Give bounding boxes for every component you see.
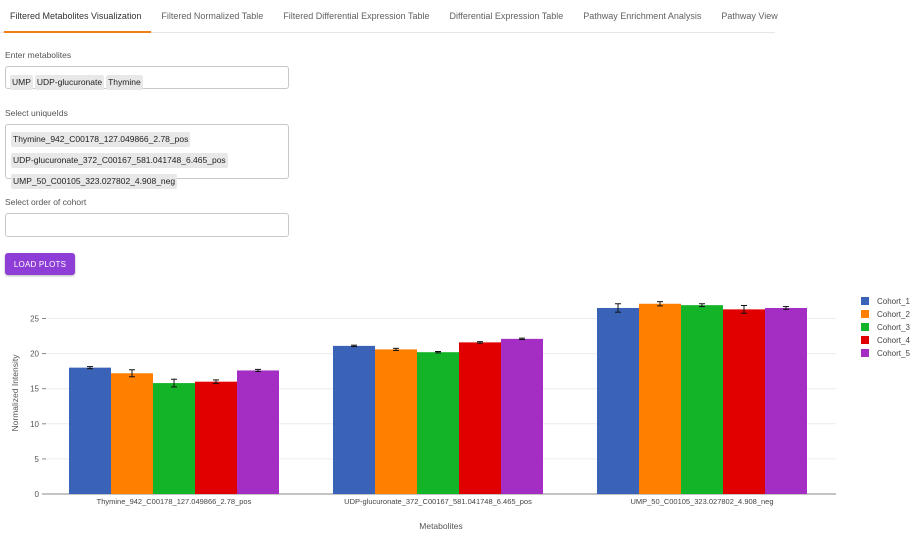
bar [417,352,459,494]
bar [765,307,807,494]
y-tick-label: 10 [30,420,39,429]
tab-label: Pathway Enrichment Analysis [583,11,702,21]
y-tick-label: 25 [30,315,39,324]
legend-swatch [861,349,869,357]
tab-pathway-view[interactable]: Pathway View [711,0,787,32]
x-tick-label: UMP_50_C00105_323.027802_4.908_neg [630,497,773,506]
uniqueid-chip[interactable]: UMP_50_C00105_323.027802_4.908_neg [11,174,178,189]
cohort-order-label: Select order of cohort [5,197,87,207]
bar [723,309,765,494]
tab-bar: Filtered Metabolites Visualization Filte… [0,0,778,33]
bar [153,383,195,494]
tab-filtered-differential-expression-table[interactable]: Filtered Differential Expression Table [273,0,439,32]
bar [69,367,111,494]
tab-filtered-normalized-table[interactable]: Filtered Normalized Table [151,0,273,32]
y-tick-label: 15 [30,385,39,394]
legend-label: Cohort_1 [877,297,910,306]
y-tick-label: 5 [35,455,40,464]
tab-filtered-metabolites-visualization[interactable]: Filtered Metabolites Visualization [0,0,152,33]
tab-differential-expression-table[interactable]: Differential Expression Table [440,0,574,32]
metabolites-input[interactable]: UMP UDP-glucuronate Thymine [5,66,289,90]
tab-label: Filtered Differential Expression Table [283,11,430,21]
bar [501,338,543,494]
bar [111,373,153,494]
metabolite-chip[interactable]: UMP [10,75,33,90]
tab-label: Pathway View [721,11,778,21]
x-tick-label: UDP-glucuronate_372_C00167_581.041748_6.… [344,497,532,506]
tab-label: Filtered Normalized Table [161,11,264,21]
legend-swatch [861,336,869,344]
load-plots-button[interactable]: LOAD PLOTS [5,253,75,275]
bar [375,349,417,494]
bar [597,307,639,494]
bar [195,381,237,494]
metabolite-chip[interactable]: UDP-glucuronate [34,75,105,90]
legend-label: Cohort_5 [877,349,910,358]
uniqueid-chip[interactable]: UDP-glucuronate_372_C00167_581.041748_6.… [11,153,228,168]
legend-label: Cohort_4 [877,336,910,345]
x-axis-label: Metabolites [419,521,462,531]
y-tick-label: 0 [35,490,40,499]
tab-label: Filtered Metabolites Visualization [10,11,142,21]
legend-label: Cohort_3 [877,323,910,332]
tab-label: Differential Expression Table [449,11,564,21]
legend-label: Cohort_2 [877,310,910,319]
tab-pathway-enrichment-analysis[interactable]: Pathway Enrichment Analysis [573,0,711,32]
legend-swatch [861,310,869,318]
cohort-order-select[interactable] [5,213,289,237]
y-tick-label: 20 [30,350,39,359]
uniqueids-select[interactable]: Thymine_942_C00178_127.049866_2.78_pos U… [5,124,289,189]
bar [459,342,501,494]
bar [639,303,681,494]
legend-swatch [861,323,869,331]
legend-swatch [861,297,869,305]
metabolites-label: Enter metabolites [5,50,72,60]
bar [681,305,723,494]
uniqueids-label: Select uniqueIds [5,108,68,118]
bar [237,370,279,494]
uniqueid-chip[interactable]: Thymine_942_C00178_127.049866_2.78_pos [11,132,191,147]
x-tick-label: Thymine_942_C00178_127.049866_2.78_pos [97,497,252,506]
metabolite-chip[interactable]: Thymine [106,75,143,90]
bar [333,345,375,494]
y-axis-label: Normalized Intensity [10,354,20,432]
